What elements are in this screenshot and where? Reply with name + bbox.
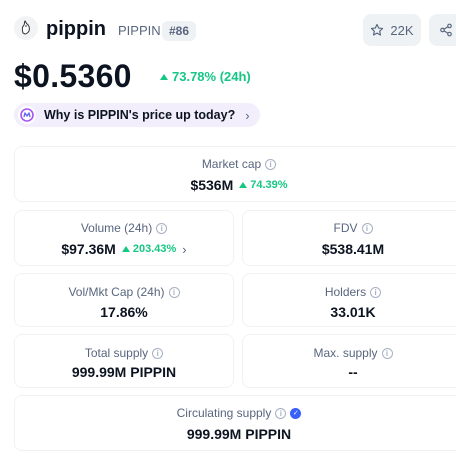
total-supply-value: 999.99M PIPPIN	[71, 364, 177, 380]
market-cap-label: Market cap	[201, 157, 262, 171]
total-supply-card: Total supply i 999.99M PIPPIN	[14, 334, 234, 388]
share-icon	[440, 23, 452, 37]
chevron-right-icon: ›	[182, 241, 187, 257]
price-change-value: 73.78% (24h)	[172, 69, 251, 84]
vol-mkt-cap-label: Vol/Mkt Cap (24h)	[68, 285, 165, 299]
watchlist-button[interactable]: 22K	[363, 14, 421, 46]
up-arrow-icon	[239, 182, 248, 188]
coin-name: pippin	[46, 18, 106, 40]
info-icon[interactable]: i	[381, 347, 393, 359]
info-icon[interactable]: i	[168, 286, 180, 298]
market-cap-value: $536M	[190, 177, 234, 193]
coin-header: pippin PIPPIN #86 22K	[14, 14, 456, 46]
fdv-card: FDV i $538.41M	[242, 210, 456, 266]
share-button[interactable]	[429, 14, 456, 46]
volume-card[interactable]: Volume (24h) i $97.36M 203.43% ›	[14, 210, 234, 266]
chevron-right-icon: ›	[245, 107, 250, 123]
total-supply-label: Total supply	[84, 346, 149, 360]
fdv-label: FDV	[333, 221, 358, 235]
holders-value: 33.01K	[330, 304, 376, 320]
max-supply-value: --	[348, 364, 358, 380]
market-cap-change: 74.39%	[239, 179, 288, 191]
why-price-up-button[interactable]: Why is PIPPIN's price up today? ›	[14, 103, 260, 127]
rank-badge: #86	[162, 21, 197, 41]
info-icon[interactable]: i	[265, 158, 277, 170]
info-icon[interactable]: i	[361, 222, 373, 234]
max-supply-card: Max. supply i --	[242, 334, 456, 388]
circulating-supply-label: Circulating supply	[176, 406, 272, 420]
fdv-value: $538.41M	[321, 241, 385, 257]
current-price: $0.5360	[14, 58, 132, 94]
info-icon[interactable]: i	[275, 407, 287, 419]
info-icon[interactable]: i	[370, 286, 382, 298]
ai-sparkle-icon	[18, 106, 36, 124]
volume-label: Volume (24h)	[80, 221, 153, 235]
why-pill-label: Why is PIPPIN's price up today?	[44, 108, 236, 122]
max-supply-label: Max. supply	[313, 346, 378, 360]
circulating-supply-value: 999.99M PIPPIN	[186, 426, 292, 442]
watchlist-count: 22K	[390, 22, 414, 38]
price-change: 73.78% (24h)	[160, 69, 251, 84]
holders-label: Holders	[324, 285, 367, 299]
volume-change: 203.43%	[121, 243, 176, 255]
circulating-supply-card: Circulating supply i ✓ 999.99M PIPPIN	[14, 395, 456, 451]
volume-value: $97.36M	[61, 241, 116, 257]
star-icon	[371, 23, 384, 36]
holders-card: Holders i 33.01K	[242, 273, 456, 327]
up-arrow-icon	[121, 246, 130, 252]
info-icon[interactable]: i	[156, 222, 168, 234]
verified-check-icon: ✓	[290, 407, 302, 419]
coin-logo	[14, 16, 38, 40]
up-arrow-icon	[160, 73, 168, 80]
market-cap-card: Market cap i $536M 74.39%	[14, 146, 456, 202]
vol-mkt-cap-value: 17.86%	[100, 304, 148, 320]
coin-symbol: PIPPIN	[118, 23, 161, 38]
info-icon[interactable]: i	[152, 347, 164, 359]
vol-mkt-cap-card: Vol/Mkt Cap (24h) i 17.86%	[14, 273, 234, 327]
